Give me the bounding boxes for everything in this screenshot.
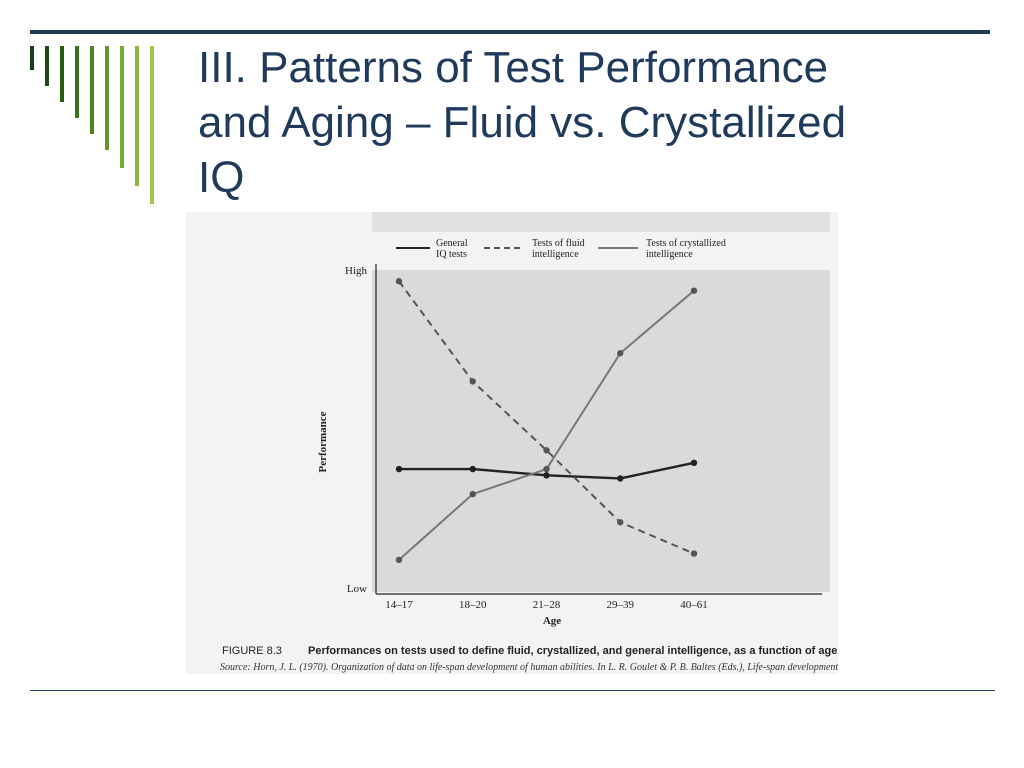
decorative-bar bbox=[120, 46, 124, 168]
decorative-bar bbox=[150, 46, 154, 204]
data-point-tests-of-fluid-intelligence bbox=[690, 550, 698, 557]
title-line-3: IQ bbox=[198, 153, 245, 202]
data-point-general-iq-tests bbox=[395, 465, 403, 473]
top-rule bbox=[30, 30, 990, 34]
decorative-bar bbox=[60, 46, 64, 102]
legend-label-crystallized: Tests of crystallized intelligence bbox=[646, 238, 728, 260]
decorative-bar bbox=[135, 46, 139, 186]
data-point-general-iq-tests bbox=[469, 465, 476, 473]
chart-legend: General IQ tests Tests of fluid intellig… bbox=[396, 238, 728, 260]
x-tick-labels: 14–17 18–20 21–28 29–39 40–61 bbox=[385, 599, 708, 611]
data-point-general-iq-tests bbox=[690, 459, 698, 466]
y-high-label: High bbox=[345, 265, 368, 277]
data-point-tests-of-crystallized-intelligence bbox=[617, 350, 624, 357]
data-point-general-iq-tests bbox=[617, 475, 624, 482]
x-axis-label: Age bbox=[543, 615, 561, 627]
decorative-bar bbox=[105, 46, 109, 150]
bottom-rule bbox=[30, 690, 995, 691]
title-line-2: and Aging – Fluid vs. Crystallized bbox=[198, 98, 847, 147]
data-point-tests-of-fluid-intelligence bbox=[617, 519, 624, 526]
legend-label-fluid: Tests of fluid intelligence bbox=[532, 238, 587, 260]
x-tick-label: 40–61 bbox=[680, 599, 708, 611]
plot-area bbox=[372, 270, 830, 592]
decorative-bar bbox=[30, 46, 34, 70]
data-point-general-iq-tests bbox=[543, 472, 550, 479]
decorative-bars bbox=[30, 46, 170, 206]
slide-title: III. Patterns of Test Performance and Ag… bbox=[198, 40, 998, 205]
y-low-label: Low bbox=[347, 583, 367, 595]
decorative-bar bbox=[75, 46, 79, 118]
y-axis-label: Performance bbox=[317, 411, 329, 472]
x-tick-label: 29–39 bbox=[607, 599, 635, 611]
data-point-tests-of-fluid-intelligence bbox=[469, 378, 476, 385]
decorative-bar bbox=[45, 46, 49, 86]
series-layer bbox=[395, 278, 698, 564]
data-point-tests-of-crystallized-intelligence bbox=[690, 287, 698, 294]
figure-caption: Performances on tests used to define flu… bbox=[308, 645, 838, 657]
legend-label-general: General IQ tests bbox=[436, 238, 470, 260]
decorative-bar bbox=[90, 46, 94, 134]
data-point-tests-of-crystallized-intelligence bbox=[469, 490, 476, 498]
x-tick-label: 18–20 bbox=[459, 599, 487, 611]
figure-number: FIGURE 8.3 bbox=[222, 645, 282, 657]
title-line-1: III. Patterns of Test Performance bbox=[198, 43, 829, 92]
figure-source: Source: Horn, J. L. (1970). Organization… bbox=[220, 662, 838, 673]
data-point-tests-of-fluid-intelligence bbox=[543, 447, 550, 454]
textbook-figure: High Low Performance Age 14–17 18–20 21–… bbox=[186, 212, 838, 674]
data-point-tests-of-fluid-intelligence bbox=[395, 278, 403, 285]
chart-svg: High Low Performance Age 14–17 18–20 21–… bbox=[186, 212, 838, 674]
page-fragment bbox=[372, 212, 830, 232]
data-point-tests-of-crystallized-intelligence bbox=[543, 465, 550, 473]
data-point-tests-of-crystallized-intelligence bbox=[395, 556, 403, 564]
x-tick-label: 14–17 bbox=[385, 599, 413, 611]
x-tick-label: 21–28 bbox=[533, 599, 561, 611]
